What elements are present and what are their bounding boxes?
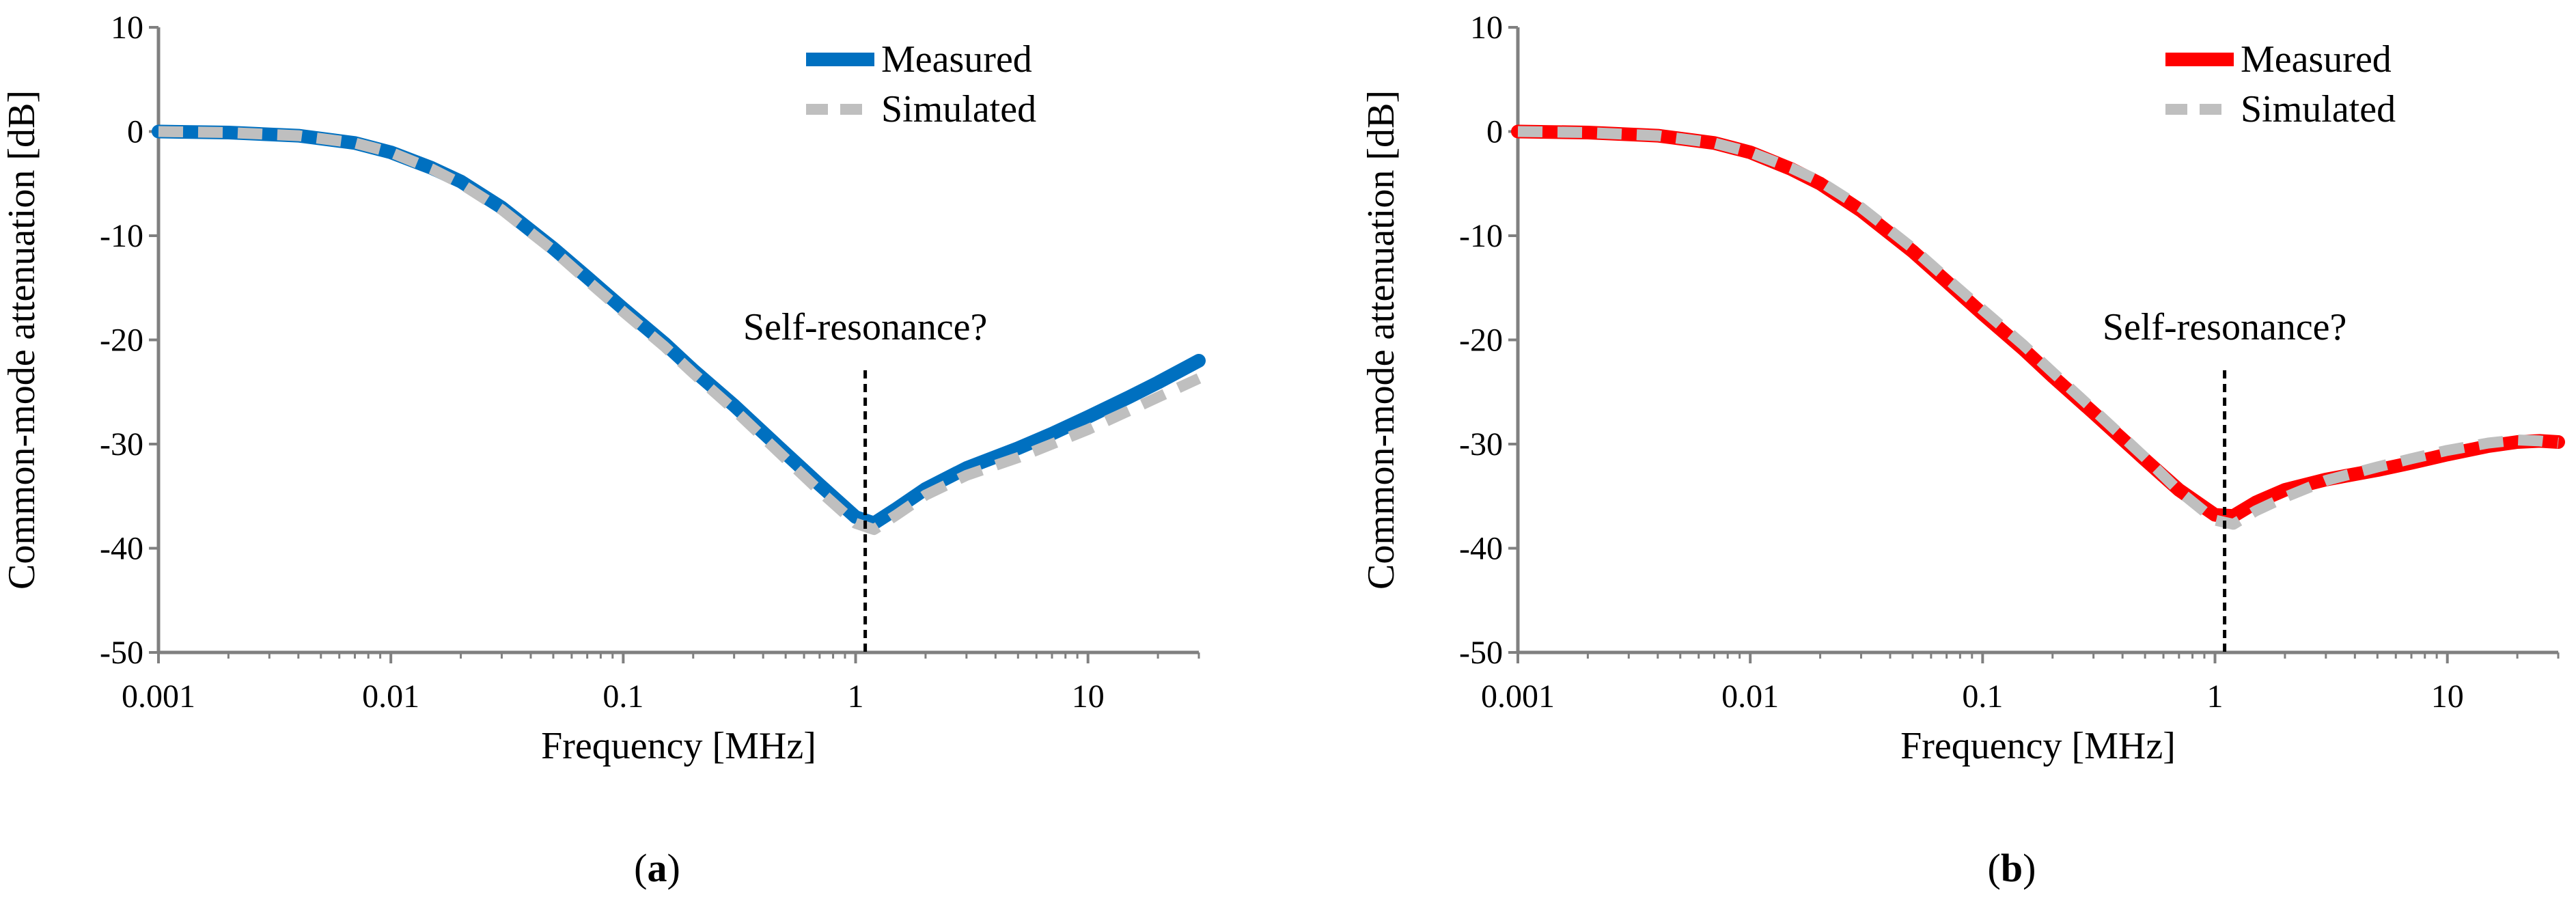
y-tick-label: -30 xyxy=(100,426,143,463)
x-axis-label: Frequency [MHz] xyxy=(1900,725,2176,767)
panel-label: (a) xyxy=(634,846,680,890)
legend-label-measured: Measured xyxy=(2241,38,2392,81)
panel-label-close-paren: ) xyxy=(667,846,680,890)
panel-label: (b) xyxy=(1988,846,2036,890)
y-tick-label: -20 xyxy=(1459,322,1503,359)
series-line-simulated xyxy=(158,126,1202,536)
series-line-measured xyxy=(152,124,1206,530)
y-tick-label: -10 xyxy=(1459,218,1503,254)
panel-label-close-paren: ) xyxy=(2023,846,2036,890)
series-line-simulated xyxy=(1517,126,2559,530)
y-axis-label: Common-mode attenuation [dB] xyxy=(1,90,43,590)
x-tick-label: 1 xyxy=(2207,678,2224,715)
y-tick-label: -50 xyxy=(1459,635,1503,671)
y-tick-label: -40 xyxy=(100,531,143,567)
y-tick-label: -20 xyxy=(100,322,143,359)
y-tick-label: -10 xyxy=(100,218,143,254)
y-tick-label: 10 xyxy=(111,10,143,46)
chart-panel-b: 10 0 -10 -20 -30 -40 -50 0.001 0.01 0.1 1 10 Frequen… xyxy=(1360,10,2565,890)
x-tick-label: 0.1 xyxy=(603,678,643,715)
y-tick-label: -40 xyxy=(1459,531,1503,567)
y-tick-label: -30 xyxy=(1459,426,1503,463)
x-tick-label: 0.01 xyxy=(362,678,419,715)
chart-panel-a: 10 0 -10 -20 -30 -40 -50 0.001 0.01 0.1 1 10 Frequen… xyxy=(1,10,1206,890)
x-tick-label: 1 xyxy=(848,678,864,715)
legend-label-measured: Measured xyxy=(881,38,1032,81)
x-axis-label: Frequency [MHz] xyxy=(541,725,816,767)
self-resonance-annotation: Self-resonance? xyxy=(743,306,988,348)
x-tick-label: 0.001 xyxy=(1481,678,1555,715)
legend-label-simulated: Simulated xyxy=(2241,88,2396,130)
x-tick-label: 0.01 xyxy=(1721,678,1779,715)
x-tick-label: 0.001 xyxy=(122,678,195,715)
x-tick-label: 0.1 xyxy=(1962,678,2003,715)
y-axis-label: Common-mode attenuation [dB] xyxy=(1360,90,1402,590)
y-tick-label: 0 xyxy=(1486,114,1503,150)
legend-label-simulated: Simulated xyxy=(881,88,1036,130)
y-tick-label: -50 xyxy=(100,635,143,671)
panel-label-letter: a xyxy=(648,846,667,890)
panel-label-letter: b xyxy=(2001,846,2023,890)
panel-label-open-paren: ( xyxy=(634,846,647,890)
x-tick-label: 10 xyxy=(2431,678,2464,715)
x-tick-label: 10 xyxy=(1072,678,1105,715)
y-tick-label: 10 xyxy=(1470,10,1503,46)
y-tick-label: 0 xyxy=(127,114,143,150)
self-resonance-annotation: Self-resonance? xyxy=(2103,306,2347,348)
panel-label-open-paren: ( xyxy=(1988,846,2001,890)
